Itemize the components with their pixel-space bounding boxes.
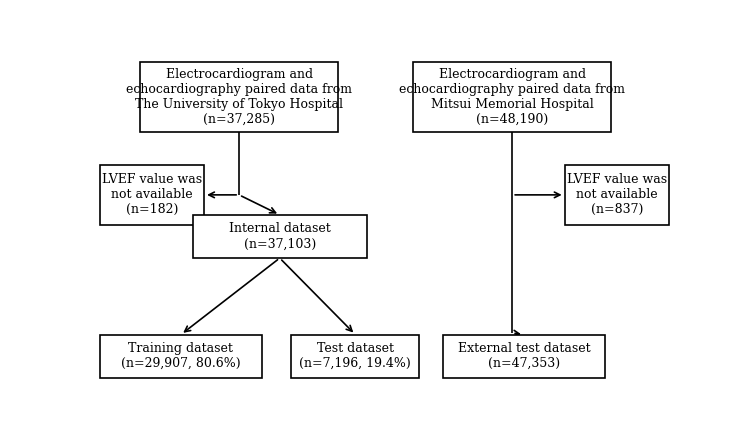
Text: External test dataset
(n=47,353): External test dataset (n=47,353) [458, 342, 590, 370]
Text: Training dataset
(n=29,907, 80.6%): Training dataset (n=29,907, 80.6%) [122, 342, 241, 370]
Text: LVEF value was
not available
(n=182): LVEF value was not available (n=182) [102, 173, 202, 216]
Text: Electrocardiogram and
echocardiography paired data from
The University of Tokyo : Electrocardiogram and echocardiography p… [126, 68, 352, 126]
Bar [413, 62, 611, 132]
Bar [565, 165, 669, 225]
Bar [140, 62, 338, 132]
Text: Internal dataset
(n=37,103): Internal dataset (n=37,103) [229, 222, 331, 251]
Bar [100, 334, 262, 378]
Bar [100, 165, 204, 225]
Bar [193, 215, 367, 258]
Text: LVEF value was
not available
(n=837): LVEF value was not available (n=837) [567, 173, 667, 216]
Text: Test dataset
(n=7,196, 19.4%): Test dataset (n=7,196, 19.4%) [299, 342, 411, 370]
Bar [442, 334, 605, 378]
Text: Electrocardiogram and
echocardiography paired data from
Mitsui Memorial Hospital: Electrocardiogram and echocardiography p… [399, 68, 626, 126]
Bar [291, 334, 419, 378]
